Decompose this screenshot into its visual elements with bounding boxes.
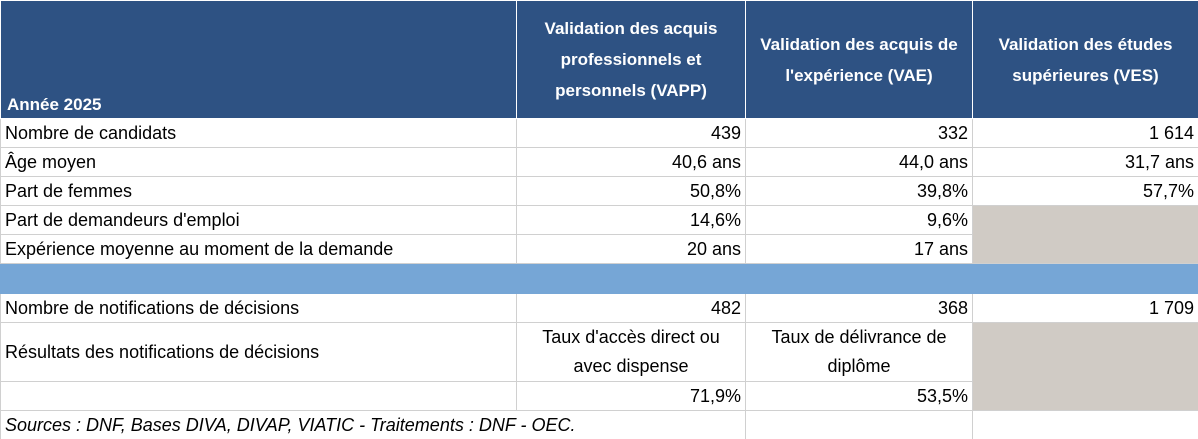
separator-band — [1, 264, 1198, 294]
vapp-cell[interactable]: 20 ans — [517, 235, 746, 264]
ves-empty-cell[interactable] — [973, 206, 1198, 264]
ves-cell[interactable]: 1 614 — [973, 119, 1198, 148]
ves-cell[interactable]: 57,7% — [973, 177, 1198, 206]
table-row: Part de femmes 50,8% 39,8% 57,7% — [1, 177, 1198, 206]
row-label[interactable]: Expérience moyenne au moment de la deman… — [1, 235, 517, 264]
row-label[interactable]: Part de femmes — [1, 177, 517, 206]
separator-band-row — [1, 264, 1198, 294]
vae-cell[interactable]: 44,0 ans — [746, 148, 973, 177]
header-row: Année 2025 Validation des acquis profess… — [1, 1, 1198, 119]
vae-cell[interactable]: 17 ans — [746, 235, 973, 264]
vae-cell[interactable]: 9,6% — [746, 206, 973, 235]
row-label[interactable]: Nombre de candidats — [1, 119, 517, 148]
vapp-cell[interactable]: 14,6% — [517, 206, 746, 235]
row-label[interactable]: Âge moyen — [1, 148, 517, 177]
vapp-result-caption[interactable]: Taux d'accès direct ou avec dispense — [517, 323, 746, 382]
vae-result-value[interactable]: 53,5% — [746, 382, 973, 411]
empty-cell[interactable] — [973, 411, 1198, 439]
vapp-cell[interactable]: 482 — [517, 294, 746, 323]
vae-cell[interactable]: 332 — [746, 119, 973, 148]
vapp-cell[interactable]: 50,8% — [517, 177, 746, 206]
row-label[interactable]: Nombre de notifications de décisions — [1, 294, 517, 323]
vapp-cell[interactable]: 40,6 ans — [517, 148, 746, 177]
vae-cell[interactable]: 368 — [746, 294, 973, 323]
table-row: Part de demandeurs d'emploi 14,6% 9,6% — [1, 206, 1198, 235]
vapp-cell[interactable]: 439 — [517, 119, 746, 148]
table-row: Nombre de notifications de décisions 482… — [1, 294, 1198, 323]
vae-result-caption[interactable]: Taux de délivrance de diplôme — [746, 323, 973, 382]
source-row: Sources : DNF, Bases DIVA, DIVAP, VIATIC… — [1, 411, 1198, 439]
ves-empty-cell[interactable] — [973, 323, 1198, 411]
vae-column-header[interactable]: Validation des acquis de l'expérience (V… — [746, 1, 973, 119]
empty-label-cell[interactable] — [1, 382, 517, 411]
table-row: Résultats des notifications de décisions… — [1, 323, 1198, 382]
row-label[interactable]: Résultats des notifications de décisions — [1, 323, 517, 382]
ves-cell[interactable]: 31,7 ans — [973, 148, 1198, 177]
table-row: Nombre de candidats 439 332 1 614 — [1, 119, 1198, 148]
ves-column-header[interactable]: Validation des études supérieures (VES) — [973, 1, 1198, 119]
vae-cell[interactable]: 39,8% — [746, 177, 973, 206]
vapp-column-header[interactable]: Validation des acquis professionnels et … — [517, 1, 746, 119]
ves-cell[interactable]: 1 709 — [973, 294, 1198, 323]
vapp-result-value[interactable]: 71,9% — [517, 382, 746, 411]
row-label[interactable]: Part de demandeurs d'emploi — [1, 206, 517, 235]
source-note[interactable]: Sources : DNF, Bases DIVA, DIVAP, VIATIC… — [1, 411, 746, 439]
table-row: Âge moyen 40,6 ans 44,0 ans 31,7 ans — [1, 148, 1198, 177]
year-header[interactable]: Année 2025 — [1, 1, 517, 119]
empty-cell[interactable] — [746, 411, 973, 439]
